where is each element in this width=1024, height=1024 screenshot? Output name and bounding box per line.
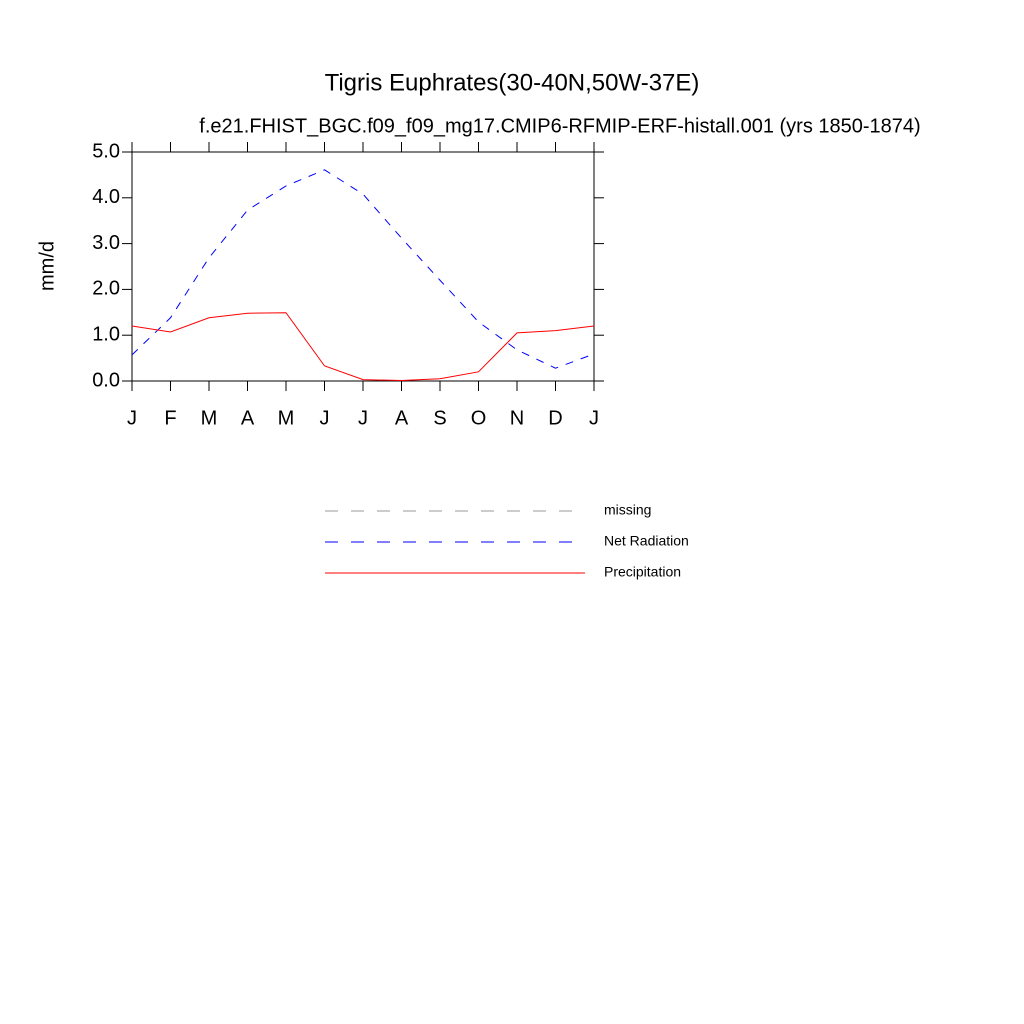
x-tick-label: D: [548, 407, 562, 429]
x-tick-label: J: [127, 407, 137, 429]
x-tick-label: J: [320, 407, 330, 429]
chart-subtitle: f.e21.FHIST_BGC.f09_f09_mg17.CMIP6-RFMIP…: [199, 115, 920, 137]
x-tick-label: N: [510, 407, 524, 429]
y-tick-label: 5.0: [92, 140, 120, 162]
legend-label: Net Radiation: [604, 533, 689, 549]
legend-label: Precipitation: [604, 564, 681, 580]
x-tick-label: S: [433, 407, 446, 429]
x-tick-label: J: [358, 407, 368, 429]
y-tick-label: 3.0: [92, 232, 120, 254]
x-tick-label: M: [201, 407, 218, 429]
legend-label: missing: [604, 502, 651, 518]
chart-title: Tigris Euphrates(30-40N,50W-37E): [325, 69, 700, 96]
series-line: [131, 169, 595, 369]
x-tick-label: A: [241, 407, 255, 429]
x-tick-label: J: [589, 407, 599, 429]
plot-frame: [131, 151, 595, 382]
y-tick-label: 0.0: [92, 369, 120, 391]
series-line: [131, 312, 595, 382]
y-axis-label: mm/d: [36, 241, 58, 291]
x-tick-label: O: [471, 407, 487, 429]
y-tick-label: 1.0: [92, 323, 120, 345]
y-tick-label: 4.0: [92, 186, 120, 208]
x-tick-label: M: [278, 407, 295, 429]
y-tick-label: 2.0: [92, 278, 120, 300]
x-tick-label: F: [164, 407, 176, 429]
x-tick-label: A: [395, 407, 409, 429]
